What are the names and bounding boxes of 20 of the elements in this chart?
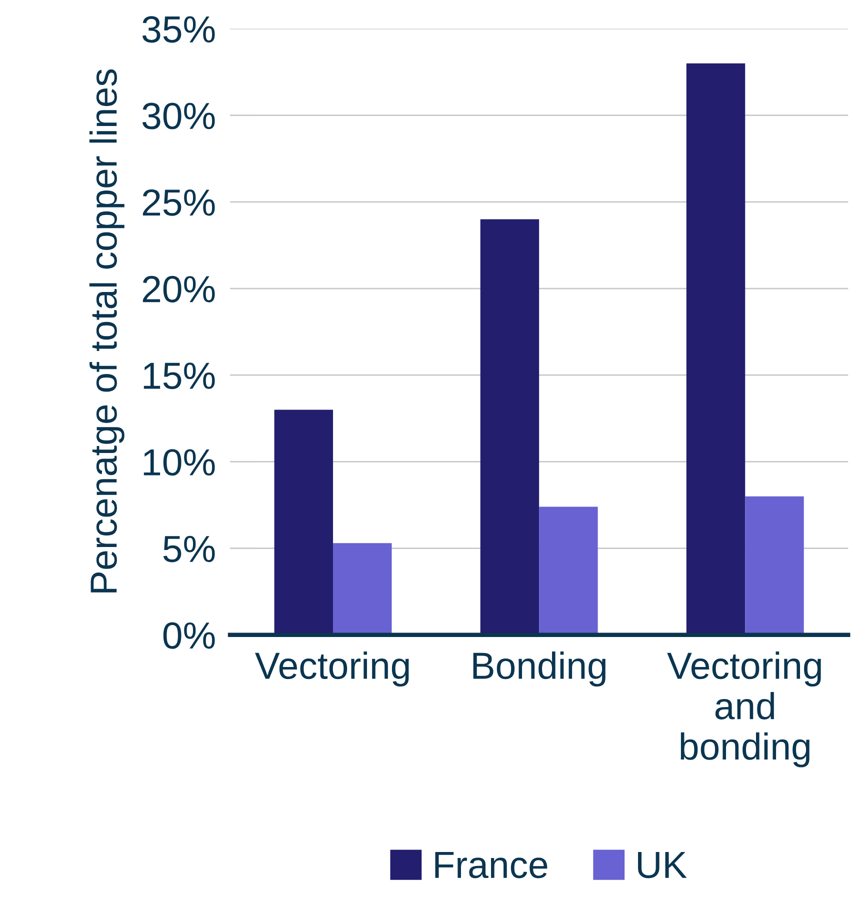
y-tick-label: 0% xyxy=(163,622,215,649)
y-tick-label: 30% xyxy=(142,102,215,130)
y-tick-label: 35% xyxy=(142,16,215,43)
y-tick-label: 5% xyxy=(163,536,215,562)
legend-label: France xyxy=(435,852,548,878)
bar xyxy=(274,410,334,635)
bar xyxy=(686,63,746,635)
bar xyxy=(480,219,540,635)
x-tick-label: Vectoring xyxy=(255,652,409,687)
bar xyxy=(745,496,804,635)
bar xyxy=(333,543,392,635)
y-tick-label: 10% xyxy=(144,449,215,476)
legend-label: UK xyxy=(638,852,687,878)
y-tick-label: 15% xyxy=(144,362,215,390)
x-tick-label: Bonding xyxy=(473,652,606,687)
y-axis-title: Percenatge of total copper lines xyxy=(89,69,124,592)
y-tick-label: 25% xyxy=(142,189,215,216)
x-tick-label: Vectoring and bonding xyxy=(667,652,821,768)
y-tick-label: 20% xyxy=(142,276,215,302)
bar xyxy=(539,506,598,635)
